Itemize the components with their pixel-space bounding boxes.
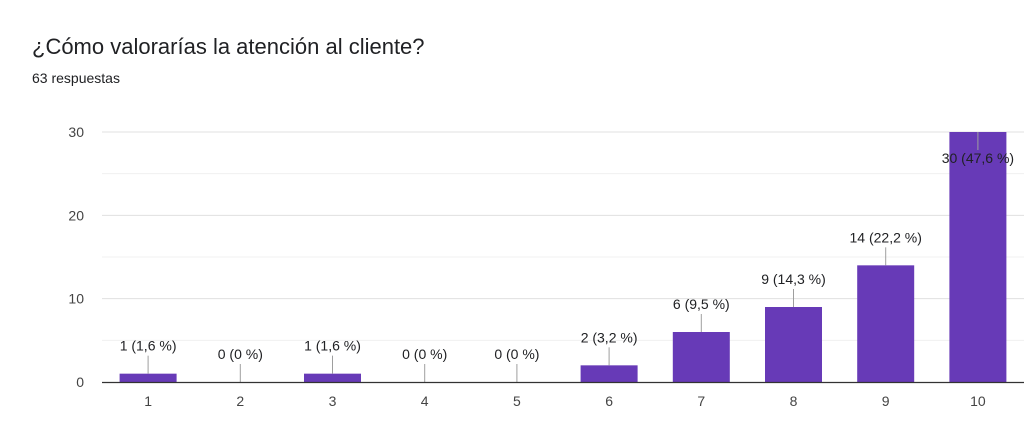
x-tick-label: 8	[790, 393, 798, 409]
x-tick-label: 5	[513, 393, 521, 409]
data-label: 0 (0 %)	[494, 346, 539, 362]
data-label: 14 (22,2 %)	[850, 229, 922, 245]
data-label: 6 (9,5 %)	[673, 296, 730, 312]
x-tick-label: 10	[970, 393, 986, 409]
bar	[580, 365, 638, 382]
data-label: 0 (0 %)	[218, 346, 263, 362]
bar	[672, 332, 730, 382]
data-label: 2 (3,2 %)	[581, 329, 638, 345]
x-tick-label: 1	[144, 393, 152, 409]
data-label: 1 (1,6 %)	[304, 338, 361, 354]
x-tick-label: 6	[605, 393, 613, 409]
x-tick-label: 4	[421, 393, 429, 409]
bar	[304, 373, 361, 382]
y-tick-label: 30	[68, 124, 84, 140]
data-label: 30 (47,6 %)	[942, 150, 1014, 166]
x-tick-label: 7	[697, 393, 705, 409]
data-label: 9 (14,3 %)	[761, 271, 826, 287]
x-tick-label: 2	[236, 393, 244, 409]
x-tick-label: 3	[329, 393, 337, 409]
chart-title: ¿Cómo valorarías la atención al cliente?	[32, 34, 425, 59]
y-tick-label: 10	[68, 291, 84, 307]
response-count: 63 respuestas	[32, 70, 120, 86]
data-label: 1 (1,6 %)	[120, 338, 177, 354]
y-tick-label: 20	[68, 207, 84, 223]
bar	[765, 307, 822, 382]
bar	[949, 132, 1007, 382]
data-label: 0 (0 %)	[402, 346, 447, 362]
x-tick-label: 9	[882, 393, 890, 409]
bar	[857, 265, 915, 382]
bar	[119, 373, 177, 382]
y-tick-label: 0	[76, 374, 84, 390]
